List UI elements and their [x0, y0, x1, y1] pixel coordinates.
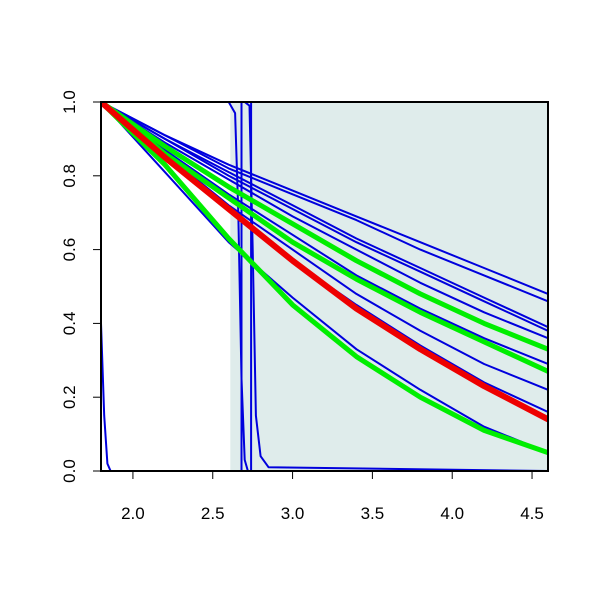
- red-series-line-19: [101, 102, 548, 423]
- y-tick-label: 0.6: [60, 238, 79, 262]
- y-tick-label: 1.0: [60, 90, 79, 114]
- y-tick-label: 0.2: [60, 385, 79, 409]
- blue-series-line-4: [101, 102, 548, 332]
- y-tick-label: 0.8: [60, 164, 79, 188]
- blue-series-line-7: [101, 102, 548, 365]
- green-series-line-16: [101, 102, 548, 352]
- series-layer: [101, 102, 548, 471]
- y-tick-label: 0.4: [60, 312, 79, 336]
- x-tick-label: 4.0: [440, 504, 464, 523]
- green-series-line-17: [101, 102, 548, 374]
- x-tick-label: 3.5: [361, 504, 385, 523]
- shaded-region: [230, 102, 548, 471]
- x-tick-label: 4.5: [520, 504, 544, 523]
- shaded-region-layer: [230, 102, 548, 471]
- blue-series-line-10: [101, 102, 548, 454]
- green-series-line-18: [101, 102, 548, 456]
- blue-series-line-12: [101, 102, 548, 471]
- blue-series-line-11: [101, 322, 548, 471]
- blue-series-line-5: [101, 102, 548, 340]
- x-axis: 2.0 2.5 3.0 3.5 4.0 4.5: [121, 471, 544, 523]
- y-tick-label: 0.0: [60, 459, 79, 483]
- plot-frame: [100, 101, 549, 472]
- x-tick-label: 2.5: [201, 504, 225, 523]
- y-axis: 0.0 0.2 0.4 0.6 0.8 1.0: [60, 90, 101, 483]
- blue-series-line-13: [101, 102, 548, 471]
- x-tick-label: 2.0: [121, 504, 145, 523]
- blue-series-line-2: [101, 102, 548, 303]
- x-tick-label: 3.0: [281, 504, 305, 523]
